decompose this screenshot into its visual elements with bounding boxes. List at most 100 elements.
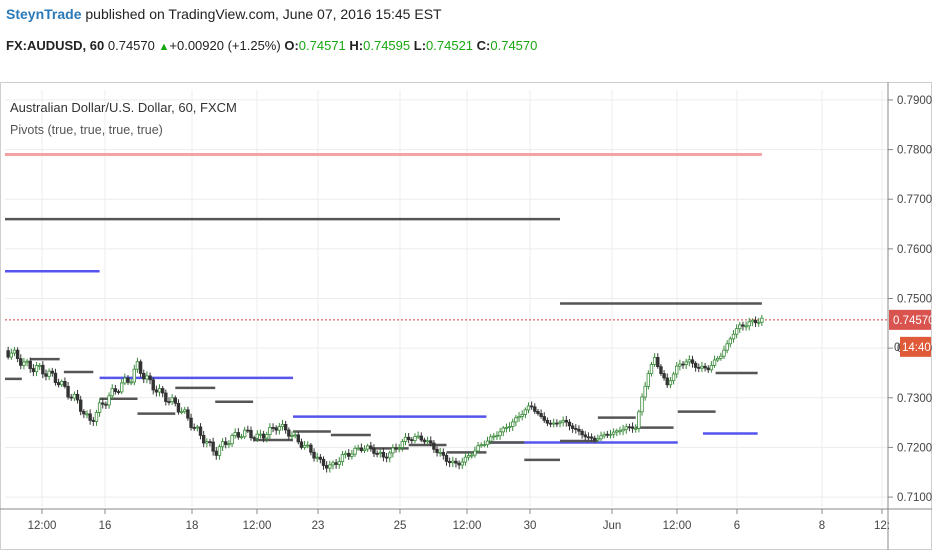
candle-up [195, 426, 200, 429]
candle-up [239, 436, 244, 439]
time-tick-label: 6 [734, 520, 740, 532]
candle-up [675, 365, 679, 375]
candle-down [173, 397, 177, 404]
high-value: 0.74595 [363, 38, 411, 53]
candle-up [719, 355, 723, 359]
candle-up [227, 443, 231, 446]
candle-down [406, 436, 411, 441]
candle-down [201, 435, 206, 444]
price-tick-label: 0.71000 [897, 492, 932, 504]
candle-down [104, 403, 108, 406]
candle-up [652, 357, 657, 365]
candle-up [362, 448, 367, 452]
candle-up [22, 361, 26, 366]
price-tick-partial: 0 [894, 342, 900, 354]
candle-down [75, 393, 80, 401]
candle-up [12, 349, 17, 354]
candle-up [356, 447, 360, 450]
candle-up [34, 365, 39, 373]
candle-down [564, 419, 569, 423]
candle-down [78, 399, 83, 412]
candle-down [142, 372, 146, 380]
close-label: C: [476, 38, 491, 53]
candle-down [441, 452, 446, 456]
candle-down [347, 452, 351, 457]
candle-down [287, 429, 291, 437]
candle-up [170, 397, 174, 403]
time-tick-label: 12:00 [453, 520, 482, 532]
last-price: 0.74570 [107, 38, 155, 53]
candle-down [372, 448, 376, 454]
candle-down [164, 392, 168, 402]
candle-down [318, 456, 323, 460]
candle-up [501, 427, 505, 433]
candle-up [365, 445, 370, 450]
candle-up [400, 441, 405, 448]
time-tick-label: 8 [819, 520, 825, 532]
time-tick-label: 12: [874, 520, 890, 532]
candle-down [148, 375, 152, 381]
candle-up [476, 445, 480, 452]
candle-down [586, 436, 591, 439]
candle-down [15, 349, 20, 360]
candle-up [425, 440, 430, 443]
candle-up [646, 373, 651, 387]
price-candles [6, 314, 764, 473]
candle-up [624, 426, 628, 430]
chart-panel[interactable]: 0.790000.780000.770000.760000.750000.740… [0, 82, 932, 550]
candle-up [678, 363, 682, 367]
candle-down [457, 462, 461, 466]
candle-down [529, 405, 534, 408]
candle-up [634, 427, 638, 430]
candle-down [261, 433, 266, 439]
candle-up [731, 333, 736, 340]
candle-down [324, 465, 329, 469]
candle-down [381, 451, 386, 458]
candle-up [482, 444, 487, 447]
candle-up [391, 447, 395, 454]
candle-up [230, 435, 234, 445]
candle-up [343, 452, 348, 455]
candle-down [44, 373, 48, 377]
candle-up [608, 433, 613, 436]
candle-down [444, 454, 449, 462]
candle-up [438, 452, 442, 454]
price-chart[interactable]: 0.790000.780000.770000.760000.750000.740… [0, 82, 932, 550]
published-text: published on TradingView.com, June 07, 2… [85, 6, 442, 22]
candle-down [28, 360, 32, 369]
candle-up [712, 359, 717, 366]
time-axis[interactable]: 12:00 16 18 12:00 23 25 12:00 30 Jun 12:00 6 8 12: [0, 508, 932, 532]
candle-up [416, 435, 420, 438]
candle-down [419, 435, 423, 441]
candle-down [542, 416, 546, 421]
candle-up [684, 361, 688, 365]
candle-up [413, 436, 417, 442]
author-link[interactable]: SteynTrade [6, 6, 82, 22]
candle-up [599, 435, 603, 440]
candle-up [514, 417, 518, 423]
candle-down [214, 450, 218, 456]
candle-down [69, 396, 73, 399]
symbol-quote-line: FX:AUDUSD, 60 0.74570 ▲+0.00920 (+1.25%)… [6, 38, 537, 53]
time-tick-label: 25 [394, 520, 407, 532]
candle-up [463, 456, 468, 463]
candle-up [602, 433, 606, 437]
candle-up [302, 445, 307, 448]
candle-up [397, 447, 401, 449]
candle-down [334, 462, 338, 465]
candle-down [186, 409, 190, 419]
candle-down [309, 444, 313, 453]
candle-up [331, 462, 335, 466]
legend-indicator[interactable]: Pivots (true, true, true, true) [10, 123, 163, 137]
candle-up [451, 460, 455, 464]
time-tick-label: 23 [312, 520, 325, 532]
candle-up [340, 454, 345, 463]
candle-down [236, 432, 241, 438]
candle-down [577, 428, 581, 432]
candle-up [268, 427, 272, 435]
candle-up [492, 435, 496, 438]
candle-down [66, 386, 70, 398]
candle-down [53, 372, 58, 383]
candle-down [6, 350, 10, 358]
